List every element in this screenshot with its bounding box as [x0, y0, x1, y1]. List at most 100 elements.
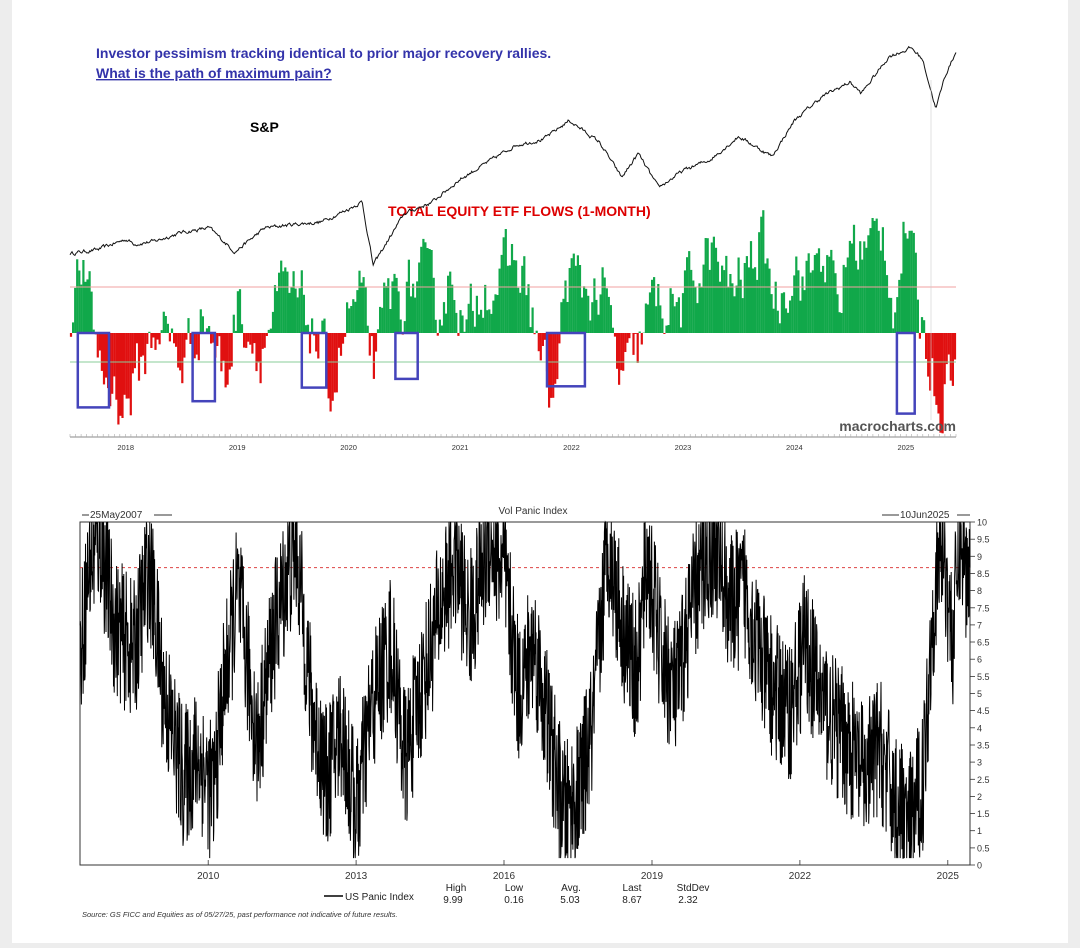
- flow-bar-positive: [855, 261, 857, 333]
- flow-bar-negative: [935, 333, 937, 405]
- flow-bar-positive: [597, 315, 599, 333]
- panic-y-tick-label: 8: [977, 586, 982, 596]
- flow-bar-positive: [795, 257, 797, 334]
- panic-y-tick-label: 1: [977, 826, 982, 836]
- flow-bar-positive: [297, 297, 299, 333]
- flow-bar-negative: [637, 333, 639, 363]
- flow-bar-negative: [554, 333, 556, 384]
- flow-bar-positive: [892, 328, 894, 333]
- flow-bar-positive: [494, 294, 496, 333]
- flow-bar-positive: [385, 286, 387, 333]
- flow-bar-negative: [626, 333, 628, 343]
- flow-bar-positive: [515, 260, 517, 333]
- flow-bar-positive: [911, 231, 913, 333]
- flow-bar-positive: [740, 280, 742, 333]
- flow-bar-negative: [540, 333, 542, 360]
- panic-line: [80, 522, 970, 858]
- flow-bar-positive: [857, 270, 859, 334]
- flow-bar-positive: [350, 306, 352, 333]
- panic-y-tick-label: 2.5: [977, 775, 990, 785]
- top-panel: Investor pessimism tracking identical to…: [70, 45, 956, 452]
- flow-bar-positive: [674, 306, 676, 333]
- flow-bar-positive: [793, 275, 795, 333]
- flow-bar-negative: [227, 333, 229, 385]
- flow-bar-positive: [486, 310, 488, 333]
- flow-bar-positive: [585, 289, 587, 333]
- flow-bar-positive: [468, 304, 470, 333]
- flow-bar-negative: [210, 333, 212, 344]
- flow-bar-negative: [150, 333, 152, 348]
- flow-bar-positive: [272, 312, 274, 333]
- flow-bar-positive: [847, 258, 849, 334]
- flow-bar-positive: [874, 221, 876, 333]
- flow-bar-negative: [146, 333, 148, 344]
- flow-bar-positive: [900, 274, 902, 334]
- flow-bar-positive: [396, 278, 398, 333]
- flow-bar-negative: [126, 333, 128, 399]
- flow-bar-positive: [84, 282, 86, 333]
- flow-bar-positive: [321, 321, 323, 333]
- panic-y-ticks: 00.511.522.533.544.555.566.577.588.599.5…: [970, 518, 990, 871]
- flow-bar-positive: [861, 260, 863, 333]
- flow-bar-negative: [175, 333, 177, 347]
- flow-bar-positive: [270, 329, 272, 333]
- flow-bar-negative: [144, 333, 146, 374]
- flow-bar-negative: [152, 333, 154, 338]
- flow-bar-positive: [280, 261, 282, 333]
- flow-bar-negative: [229, 333, 231, 370]
- flow-bar-positive: [418, 263, 420, 334]
- top-x-tick-label: 2018: [117, 443, 134, 452]
- flow-bar-negative: [618, 333, 620, 385]
- flow-bar-positive: [719, 282, 721, 333]
- flow-bar-positive: [474, 327, 476, 333]
- top-x-tick-label: 2023: [675, 443, 692, 452]
- flow-bar-positive: [406, 282, 408, 333]
- flow-bar-positive: [461, 316, 463, 334]
- flow-bar-positive: [781, 293, 783, 333]
- end-date-label: 10Jun2025: [900, 510, 950, 521]
- flow-bar-positive: [571, 258, 573, 333]
- flow-bar-negative: [614, 333, 616, 337]
- flow-bar-positive: [523, 256, 525, 333]
- flow-bar-positive: [909, 231, 911, 333]
- panic-y-tick-label: 7.5: [977, 603, 990, 613]
- flow-bar-positive: [707, 238, 709, 333]
- flow-bar-positive: [274, 285, 276, 333]
- flow-bar-positive: [583, 286, 585, 333]
- flow-bar-negative: [534, 333, 536, 334]
- start-date-label: 25May2007: [90, 510, 143, 521]
- flow-bar-positive: [867, 235, 869, 333]
- flow-bar-positive: [356, 290, 358, 333]
- flow-bar-negative: [140, 333, 142, 357]
- flow-bar-positive: [680, 327, 682, 333]
- flow-bar-negative: [119, 333, 121, 416]
- flow-bar-positive: [478, 315, 480, 334]
- flow-bar-positive: [797, 270, 799, 333]
- panic-x-tick-label: 2025: [937, 871, 960, 882]
- top-x-tick-label: 2020: [340, 443, 357, 452]
- flow-bar-negative: [946, 333, 948, 364]
- flow-bar-positive: [420, 247, 422, 333]
- flow-bar-positive: [577, 255, 579, 333]
- flow-bar-positive: [836, 294, 838, 333]
- flow-bar-positive: [435, 320, 437, 333]
- flow-bar-negative: [117, 333, 119, 425]
- flow-bar-positive: [459, 310, 461, 333]
- flow-bar-positive: [148, 332, 150, 333]
- flow-bar-positive: [783, 292, 785, 333]
- flow-bar-positive: [82, 260, 84, 333]
- flow-bar-positive: [505, 229, 507, 333]
- flow-bar-positive: [569, 268, 571, 333]
- flow-bar-negative: [121, 333, 123, 418]
- flow-bar-positive: [727, 287, 729, 333]
- flow-bar-negative: [628, 333, 630, 338]
- panic-y-tick-label: 5.5: [977, 672, 990, 682]
- flow-bar-negative: [622, 333, 624, 371]
- flow-bar-positive: [268, 330, 270, 333]
- flow-bar-positive: [771, 294, 773, 333]
- flow-bar-positive: [886, 275, 888, 333]
- flow-bar-negative: [954, 333, 956, 360]
- flow-bar-positive: [785, 308, 787, 333]
- flow-bar-positive: [276, 291, 278, 333]
